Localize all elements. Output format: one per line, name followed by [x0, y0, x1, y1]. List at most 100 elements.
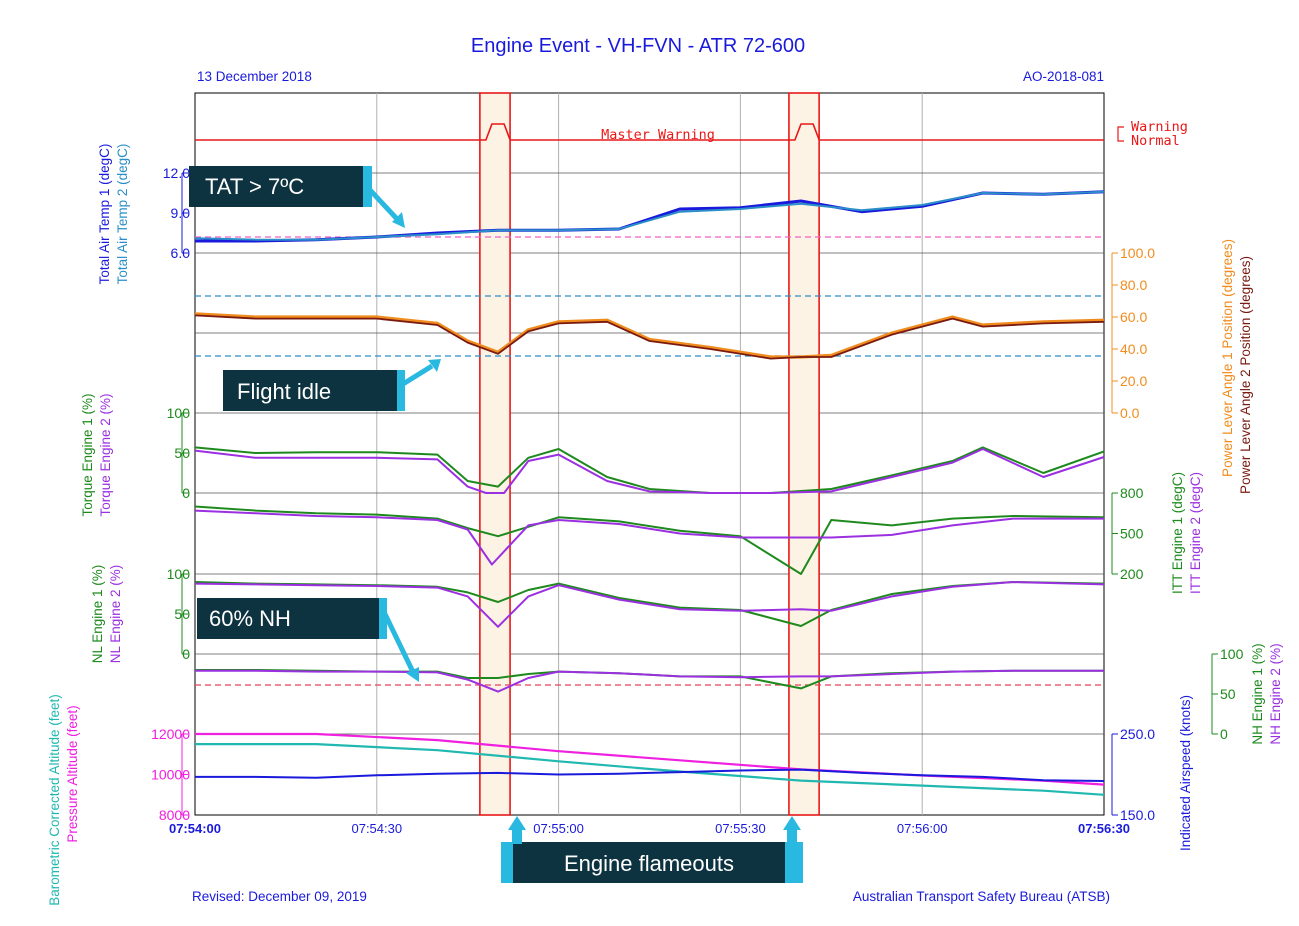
nh2-axis-title: NH Engine 2 (%) [1268, 643, 1283, 744]
tat2-axis-title: Total Air Temp 2 (degC) [115, 144, 130, 285]
nh-annotation: 60% NH [197, 598, 419, 682]
nh-annotation-arrow [381, 610, 416, 674]
nh-tick-label: 50 [1220, 686, 1236, 702]
series-master-warning [195, 123, 1104, 141]
pla2-axis-title: Power Lever Angle 2 Position (degrees) [1238, 256, 1253, 494]
series-nl-engine-2 [194, 581, 1105, 628]
time-tick-label: 07:56:30 [1078, 821, 1130, 836]
tq-tick-label: 0 [182, 485, 190, 501]
tat-annotation-text: TAT > 7ºC [205, 174, 304, 199]
time-tick-label: 07:55:30 [715, 821, 766, 836]
tat-tick-label: 9.0 [171, 205, 191, 221]
agency-name: Australian Transport Safety Bureau (ATSB… [853, 889, 1110, 904]
series-nh-engine-2 [195, 669, 1104, 693]
ias-tick-label: 250.0 [1120, 726, 1155, 742]
tat-arrow-head [392, 212, 405, 228]
flight-idle-text: Flight idle [237, 379, 331, 404]
flameout-window-1 [479, 92, 511, 816]
tq2-axis-title: Torque Engine 2 (%) [98, 393, 113, 516]
tat-annotation-arrow [368, 188, 400, 222]
itt-tick-label: 500 [1120, 526, 1144, 542]
flameout1-arrow-stem [512, 828, 522, 844]
series-power-lever-angle-1-position-degrees [194, 312, 1105, 359]
axes [181, 173, 1213, 815]
tat-tick-label: 12.0 [163, 165, 190, 181]
palt-axis-title: Pressure Altitude (feet) [65, 705, 80, 842]
alt-tick-label: 12000 [151, 726, 190, 742]
nl1-axis-title: NL Engine 1 (%) [90, 565, 105, 664]
nh-tick-label: 100 [1220, 646, 1244, 662]
itt1-axis-title: ITT Engine 1 (degC) [1170, 472, 1185, 594]
pla-tick-label: 0.0 [1120, 405, 1140, 421]
tick-labels: 12.09.06.0 100.080.060.040.020.00.0100500… [151, 165, 1244, 836]
tat-tick-label: 6.0 [171, 245, 191, 261]
pla-tick-label: 40.0 [1120, 341, 1147, 357]
series-indicated-airspeed-knots [195, 768, 1105, 782]
alt-tick-label: 10000 [151, 767, 190, 783]
series-itt-engine-2-degc [194, 509, 1104, 566]
series-torque-engine-1 [194, 446, 1105, 494]
series-barometric-corrected-altitude-feet [195, 742, 1105, 796]
nl2-axis-title: NL Engine 2 (%) [108, 565, 123, 664]
master-warning-label: Master Warning [601, 127, 715, 143]
flight-idle-arrow-head [428, 359, 441, 372]
series-nh-engine-1 [195, 669, 1104, 690]
itt-tick-label: 200 [1120, 566, 1144, 582]
time-tick-label: 07:55:00 [533, 821, 584, 836]
revised-note: Revised: December 09, 2019 [192, 889, 367, 904]
flameouts-text: Engine flameouts [564, 851, 734, 876]
flameouts-box-inner [513, 842, 785, 883]
ias-axis-title: Indicated Airspeed (knots) [1178, 695, 1193, 851]
pla-tick-label: 60.0 [1120, 309, 1147, 325]
pla-tick-label: 100.0 [1120, 245, 1155, 261]
tat-annotation: TAT > 7ºC [189, 166, 405, 228]
data-series [194, 123, 1105, 796]
nh-arrow-head [406, 667, 419, 682]
flameout-window-2 [788, 92, 820, 816]
tat1-axis-title: Total Air Temp 1 (degC) [97, 144, 112, 285]
chart-date: 13 December 2018 [197, 69, 312, 84]
warning-state-label: Warning [1131, 119, 1188, 135]
nh1-axis-title: NH Engine 1 (%) [1250, 643, 1265, 744]
series-power-lever-angle-2-position-degrees [194, 314, 1105, 360]
itt-tick-label: 800 [1120, 485, 1144, 501]
chart-reference: AO-2018-081 [1023, 69, 1104, 84]
normal-state-label: Normal [1131, 133, 1180, 149]
tat-annotation-box [189, 166, 365, 207]
flameout-windows [479, 92, 820, 816]
flight-idle-annotation: Flight idle [223, 359, 441, 411]
nh-annotation-text: 60% NH [209, 606, 291, 631]
flameouts-annotation: Engine flameouts [501, 816, 803, 883]
chart-title: Engine Event - VH-FVN - ATR 72-600 [471, 35, 805, 57]
flameout1-arrow-head [508, 816, 526, 830]
time-tick-label: 07:54:00 [169, 821, 221, 836]
nl-tick-label: 100 [167, 566, 191, 582]
flight-idle-box [223, 370, 398, 411]
series-torque-engine-2 [194, 448, 1105, 494]
ias-tick-label: 150.0 [1120, 807, 1155, 823]
nl-tick-label: 0 [182, 646, 190, 662]
warning-state-legend: Warning Normal [1117, 119, 1188, 149]
nh-tick-label: 0 [1220, 726, 1228, 742]
flight-idle-accent [397, 370, 405, 411]
nh-annotation-box [197, 598, 380, 639]
flameout2-arrow-stem [787, 828, 797, 844]
pla-tick-label: 20.0 [1120, 373, 1147, 389]
time-tick-label: 07:54:30 [351, 821, 402, 836]
time-tick-label: 07:56:00 [897, 821, 948, 836]
itt2-axis-title: ITT Engine 2 (degC) [1188, 472, 1203, 594]
plot-frame [194, 92, 1105, 816]
pla-tick-label: 80.0 [1120, 277, 1147, 293]
tat-annotation-accent [363, 166, 372, 207]
baro-axis-title: Barometric Corrected Altitude (feet) [47, 694, 62, 906]
tq-tick-label: 100 [167, 405, 191, 421]
series-itt-engine-1-degc [194, 505, 1105, 575]
flameout2-arrow-head [783, 816, 801, 830]
flight-idle-arrow [401, 363, 434, 387]
nl-tick-label: 50 [174, 606, 190, 622]
tq1-axis-title: Torque Engine 1 (%) [80, 393, 95, 516]
series-total-air-temp-2-degc [194, 190, 1105, 241]
nh-annotation-accent [379, 598, 387, 639]
alt-tick-label: 8000 [159, 807, 190, 823]
pla1-axis-title: Power Lever Angle 1 Position (degrees) [1220, 239, 1235, 477]
